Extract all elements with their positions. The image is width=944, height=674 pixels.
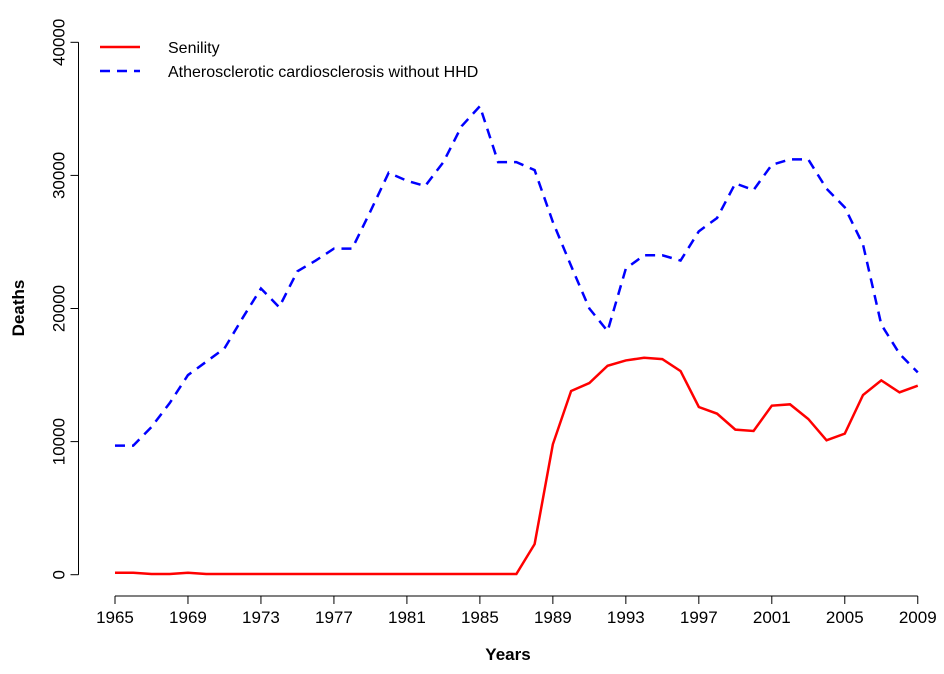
y-tick-label: 40000	[50, 19, 69, 66]
series-line	[114, 103, 919, 447]
y-tick-label: 10000	[50, 418, 69, 465]
legend-label: Atherosclerotic cardiosclerosis without …	[168, 64, 478, 81]
x-tick-label: 1973	[242, 608, 280, 627]
y-tick-label: 30000	[50, 152, 69, 199]
x-tick-label: 1997	[680, 608, 718, 627]
series-line	[114, 356, 919, 576]
legend-label: Senility	[168, 40, 220, 57]
x-tick-label: 2005	[826, 608, 864, 627]
x-tick-label: 1969	[169, 608, 207, 627]
y-axis-label: Deaths	[9, 280, 28, 337]
x-tick-label: 1989	[534, 608, 572, 627]
x-tick-label: 1965	[96, 608, 134, 627]
x-tick-label: 1993	[607, 608, 645, 627]
x-tick-label: 2009	[899, 608, 937, 627]
x-tick-label: 1985	[461, 608, 499, 627]
x-tick-label: 2001	[753, 608, 791, 627]
y-tick-label: 0	[50, 570, 69, 579]
y-tick-label: 20000	[50, 285, 69, 332]
x-axis-label: Years	[485, 645, 530, 664]
x-tick-label: 1977	[315, 608, 353, 627]
x-tick-label: 1981	[388, 608, 426, 627]
